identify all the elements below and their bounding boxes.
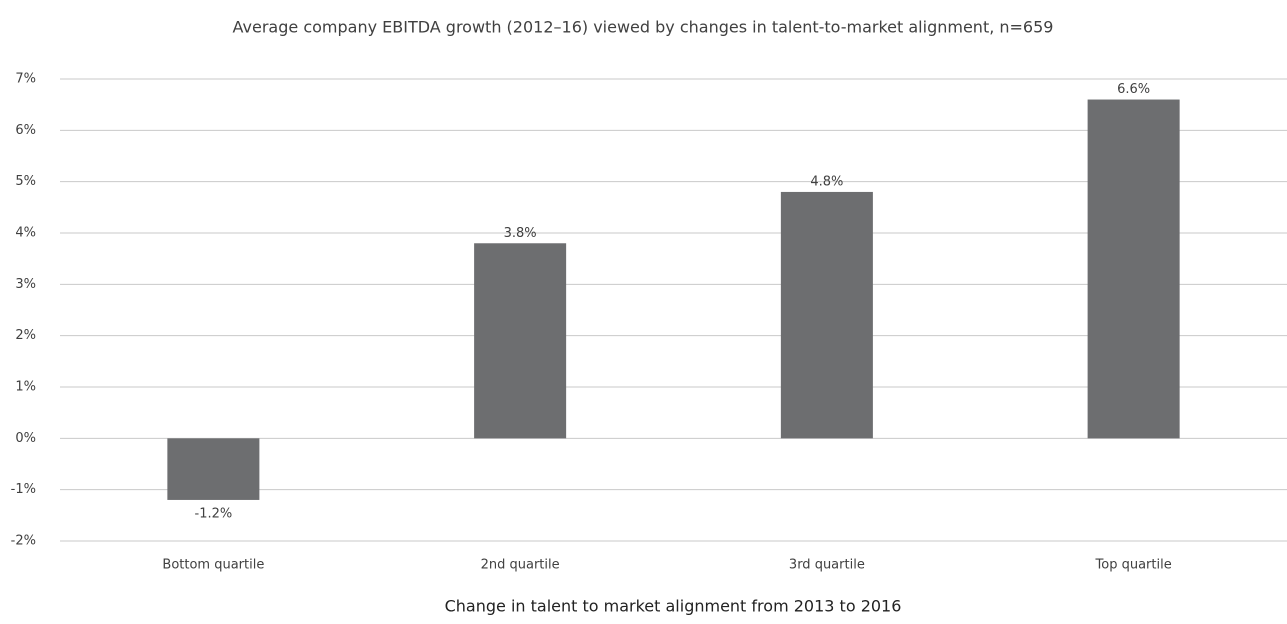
x-tick-label: Top quartile: [1095, 558, 1172, 573]
y-tick-label: 2%: [15, 328, 36, 343]
data-label: 6.6%: [1117, 82, 1150, 97]
data-label: 3.8%: [504, 226, 537, 241]
y-tick-label: 1%: [15, 380, 36, 395]
y-tick-label: 4%: [15, 226, 36, 241]
y-tick-label: -1%: [11, 482, 36, 497]
x-tick-label: 3rd quartile: [789, 558, 865, 573]
x-axis-title: Change in talent to market alignment fro…: [445, 597, 902, 616]
bar: [474, 243, 567, 439]
data-label: -1.2%: [195, 506, 233, 521]
bar: [167, 438, 260, 500]
bar: [1087, 99, 1180, 439]
x-tick-label: Bottom quartile: [162, 558, 264, 573]
bar: [780, 191, 873, 439]
y-tick-label: 5%: [15, 174, 36, 189]
y-tick-label: 6%: [15, 123, 36, 138]
y-tick-label: 3%: [15, 277, 36, 292]
y-tick-label: 0%: [15, 431, 36, 446]
data-label: 4.8%: [810, 174, 843, 189]
y-tick-label: -2%: [11, 534, 36, 549]
chart-title: Average company EBITDA growth (2012–16) …: [233, 18, 1054, 37]
y-tick-label: 7%: [15, 72, 36, 87]
x-tick-label: 2nd quartile: [481, 558, 560, 573]
